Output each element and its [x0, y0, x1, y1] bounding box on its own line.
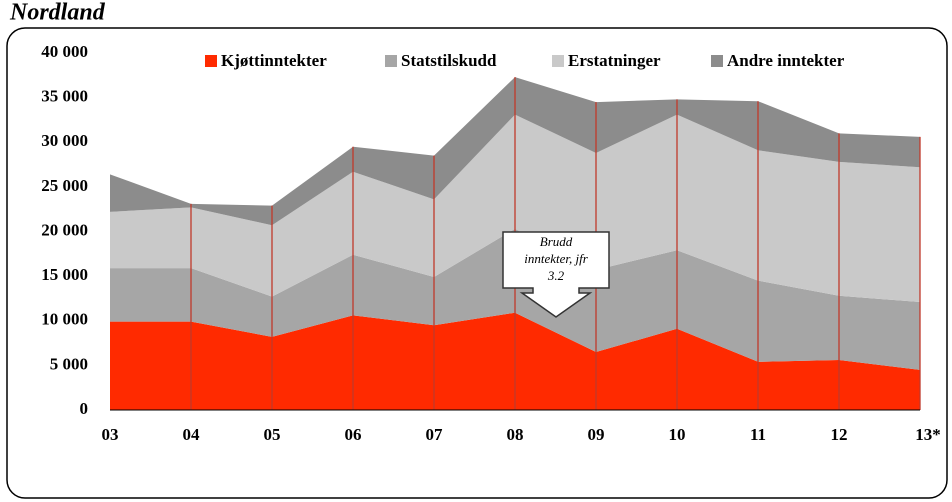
y-tick-label: 30 000	[41, 131, 88, 150]
x-tick-label: 06	[345, 425, 362, 444]
y-tick-label: 25 000	[41, 176, 88, 195]
legend-label: Kjøttinntekter	[221, 51, 327, 70]
x-tick-label: 11	[750, 425, 766, 444]
x-tick-label: 04	[183, 425, 201, 444]
y-tick-label: 0	[80, 399, 89, 418]
chart-title: Nordland	[9, 0, 106, 26]
x-tick-label: 07	[426, 425, 444, 444]
area	[110, 77, 920, 226]
y-tick-label: 40 000	[41, 42, 88, 61]
x-tick-label: 10	[669, 425, 686, 444]
x-tick-label: 13*	[915, 425, 941, 444]
annotation-arrow	[502, 231, 610, 318]
y-tick-label: 20 000	[41, 220, 88, 239]
legend-swatch	[205, 55, 217, 67]
y-tick-label: 5 000	[50, 354, 88, 373]
legend-swatch	[711, 55, 723, 67]
x-tick-label: 08	[507, 425, 524, 444]
frame	[6, 27, 948, 499]
annotation-text: Brudd	[540, 234, 573, 249]
legend-label: Erstatninger	[568, 51, 661, 70]
legend-swatch	[385, 55, 397, 67]
x-tick-label: 03	[102, 425, 119, 444]
legend-label: Statstilskudd	[401, 51, 497, 70]
x-tick-label: 12	[831, 425, 848, 444]
x-tick-label: 05	[264, 425, 281, 444]
y-tick-label: 35 000	[41, 87, 88, 106]
legend-label: Andre inntekter	[727, 51, 845, 70]
x-tick-label: 09	[588, 425, 605, 444]
y-tick-label: 15 000	[41, 265, 88, 284]
annotation-text: 3.2	[547, 268, 565, 283]
legend-swatch	[552, 55, 564, 67]
annotation-text: inntekter, jfr	[524, 251, 588, 266]
y-tick-label: 10 000	[41, 310, 88, 329]
